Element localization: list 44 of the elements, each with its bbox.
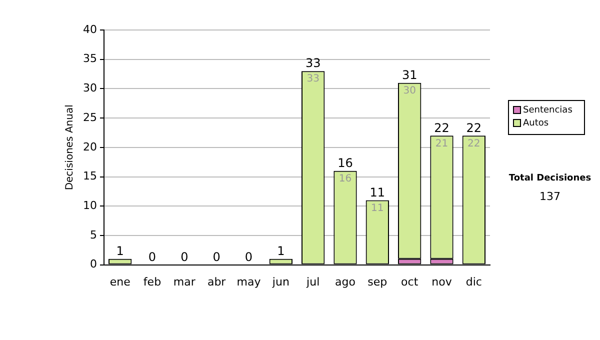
total-label: 31	[402, 68, 418, 82]
y-tick-label: 25	[82, 110, 97, 124]
x-tick-label: may	[236, 275, 262, 288]
total-label: 1	[277, 244, 285, 258]
y-tick-label: 5	[90, 228, 97, 242]
legend-label: Sentencias	[523, 105, 573, 116]
x-tick-label: mar	[173, 275, 196, 288]
total-label: 33	[305, 56, 321, 70]
x-tick-label: nov	[432, 275, 452, 288]
y-tick-label: 30	[82, 82, 97, 95]
y-tick-label: 20	[82, 140, 97, 154]
data-label: 33	[306, 74, 320, 85]
data-label: 21	[435, 138, 448, 150]
x-tick-label: jun	[271, 275, 290, 288]
y-tick-label: 15	[82, 170, 97, 183]
total-label: 0	[244, 250, 253, 264]
x-tick-label: dic	[466, 275, 482, 288]
total-label: 0	[148, 250, 156, 264]
text: Total Decisiones	[508, 173, 592, 184]
total-label: 22	[466, 120, 482, 135]
x-tick-label: ene	[110, 275, 131, 288]
total-label: 0	[180, 250, 188, 264]
x-tick-label: oct	[401, 275, 419, 288]
data-label: 30	[403, 85, 416, 96]
y-tick-label: 35	[82, 52, 97, 66]
text: 137	[540, 190, 560, 203]
y-tick-label: 40	[82, 22, 97, 36]
data-label: 11	[371, 202, 384, 214]
data-label: 16	[338, 173, 352, 184]
y-tick-label: 0	[90, 258, 97, 271]
y-axis-title: Decisiones Anual	[64, 104, 76, 190]
x-tick-label: feb	[143, 275, 162, 288]
total-label: 11	[370, 185, 386, 200]
total-label: 0	[212, 250, 220, 264]
x-tick-label: sep	[368, 275, 388, 288]
total-label: 16	[338, 156, 353, 170]
x-tick-label: jul	[306, 275, 320, 288]
total-label: 1	[116, 244, 124, 258]
x-tick-label: ago	[335, 275, 356, 288]
total-label: 22	[434, 120, 450, 135]
y-tick-label: 10	[82, 198, 97, 212]
data-label: 22	[468, 138, 480, 150]
x-tick-label: abr	[207, 275, 226, 288]
legend-label: Autos	[523, 118, 549, 128]
